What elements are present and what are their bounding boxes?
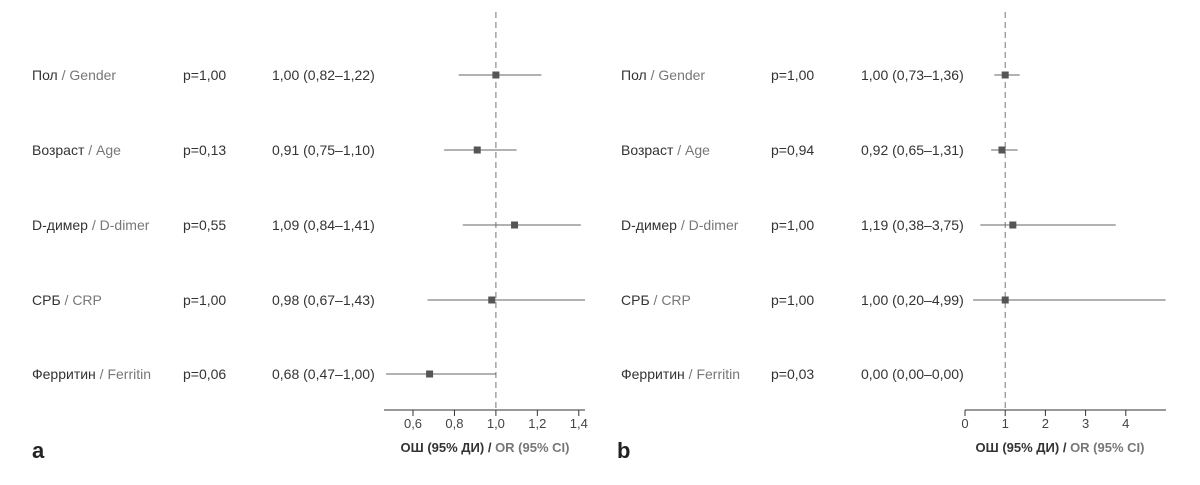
panel-letter: b	[617, 438, 631, 463]
row-label-ru: Ферритин	[32, 366, 96, 382]
or-point	[1009, 221, 1017, 229]
row-label: Возраст / Age	[621, 142, 710, 158]
or-ci-value: 0,92 (0,65–1,31)	[861, 142, 964, 158]
or-ci-value: 0,68 (0,47–1,00)	[272, 366, 375, 382]
row-label-en: D-dimer	[688, 217, 739, 233]
p-value: p=1,00	[183, 292, 227, 308]
row-label-en: Age	[96, 142, 121, 158]
row-label-ru: СРБ	[621, 292, 650, 308]
row-label: Пол / Gender	[621, 67, 705, 83]
row-label-en: D-dimer	[99, 217, 150, 233]
p-value: p=1,00	[771, 217, 815, 233]
x-axis-title: ОШ (95% ДИ) / OR (95% CI)	[970, 440, 1150, 455]
or-point	[488, 296, 496, 304]
label-separator: /	[84, 142, 97, 158]
or-point	[492, 71, 500, 79]
or-ci-value: 1,00 (0,73–1,36)	[861, 67, 964, 83]
row-label-en: Gender	[69, 67, 117, 83]
or-point	[998, 146, 1006, 154]
row-label: D-димер / D-dimer	[621, 217, 738, 233]
forest-panel-b: Пол / Gender p=1,00 1,00 (0,73–1,36) Возрас…	[600, 0, 1200, 485]
or-point	[473, 146, 481, 154]
row-label: СРБ / CRP	[32, 292, 102, 308]
x-axis-title-en: OR (95% CI)	[1070, 440, 1145, 455]
or-ci-value: 0,00 (0,00–0,00)	[861, 366, 964, 382]
row-label-ru: Возраст	[621, 142, 674, 158]
x-tick-label: 3	[1082, 416, 1089, 431]
forest-panel-a: Пол / Gender p=1,00 1,00 (0,82–1,22) Возрас…	[32, 12, 588, 463]
p-value: p=1,00	[771, 67, 815, 83]
label-separator: /	[57, 67, 70, 83]
panel-letter: a	[32, 438, 45, 463]
x-tick-label: 0,6	[404, 416, 422, 431]
row-label: СРБ / CRP	[621, 292, 691, 308]
x-tick-label: 1,0	[487, 416, 505, 431]
row-label: Ферритин / Ferritin	[621, 366, 740, 382]
x-axis-title-en: OR (95% CI)	[495, 440, 570, 455]
row-label-ru: D-димер	[621, 217, 677, 233]
label-separator: /	[684, 366, 697, 382]
row-label-en: Gender	[658, 67, 706, 83]
row-label-ru: Пол	[621, 67, 647, 83]
p-value: p=0,94	[771, 142, 815, 158]
label-separator: /	[673, 142, 686, 158]
row-label-en: Ferritin	[107, 366, 152, 382]
forest-plot-area: 0 1 2 3 4	[961, 12, 1166, 431]
label-separator: /	[676, 217, 689, 233]
row-label-ru: СРБ	[32, 292, 61, 308]
p-value: p=1,00	[771, 292, 815, 308]
row-label-ru: D-димер	[32, 217, 88, 233]
or-ci-value: 1,19 (0,38–3,75)	[861, 217, 964, 233]
forest-plot-area: 0,6 0,8 1,0 1,2 1,4	[384, 12, 588, 431]
or-ci-value: 1,00 (0,82–1,22)	[272, 67, 375, 83]
p-value: p=0,55	[183, 217, 227, 233]
or-ci-value: 0,98 (0,67–1,43)	[272, 292, 375, 308]
x-axis-title-ru: ОШ (95% ДИ)	[400, 440, 485, 455]
x-axis-title: ОШ (95% ДИ) / OR (95% CI)	[395, 440, 575, 455]
label-separator: /	[95, 366, 108, 382]
or-point	[511, 221, 519, 229]
row-label-ru: Возраст	[32, 142, 85, 158]
x-tick-label: 0	[961, 416, 968, 431]
p-value: p=1,00	[183, 67, 227, 83]
x-tick-label: 0,8	[445, 416, 463, 431]
label-separator: /	[649, 292, 662, 308]
row-label-ru: Ферритин	[621, 366, 685, 382]
row-label: Пол / Gender	[32, 67, 116, 83]
axis-title-separator: /	[484, 440, 496, 455]
x-tick-label: 1	[1002, 416, 1009, 431]
x-tick-label: 1,2	[528, 416, 546, 431]
row-label-en: Ferritin	[696, 366, 741, 382]
or-point	[426, 370, 434, 378]
or-point	[1001, 71, 1009, 79]
label-separator: /	[87, 217, 100, 233]
label-separator: /	[646, 67, 659, 83]
row-label-en: CRP	[72, 292, 102, 308]
p-value: p=0,13	[183, 142, 227, 158]
x-tick-label: 4	[1122, 416, 1129, 431]
or-point	[1001, 296, 1009, 304]
row-label-en: CRP	[661, 292, 691, 308]
p-value: p=0,06	[183, 366, 227, 382]
row-label: Возраст / Age	[32, 142, 121, 158]
axis-title-separator: /	[1059, 440, 1071, 455]
label-separator: /	[60, 292, 73, 308]
or-ci-value: 1,09 (0,84–1,41)	[272, 217, 375, 233]
row-label: D-димер / D-dimer	[32, 217, 149, 233]
or-ci-value: 1,00 (0,20–4,99)	[861, 292, 964, 308]
row-label: Ферритин / Ferritin	[32, 366, 151, 382]
row-label-en: Age	[685, 142, 710, 158]
x-tick-label: 1,4	[570, 416, 588, 431]
p-value: p=0,03	[771, 366, 815, 382]
row-label-ru: Пол	[32, 67, 58, 83]
x-axis-title-ru: ОШ (95% ДИ)	[975, 440, 1060, 455]
x-tick-label: 2	[1042, 416, 1049, 431]
or-ci-value: 0,91 (0,75–1,10)	[272, 142, 375, 158]
